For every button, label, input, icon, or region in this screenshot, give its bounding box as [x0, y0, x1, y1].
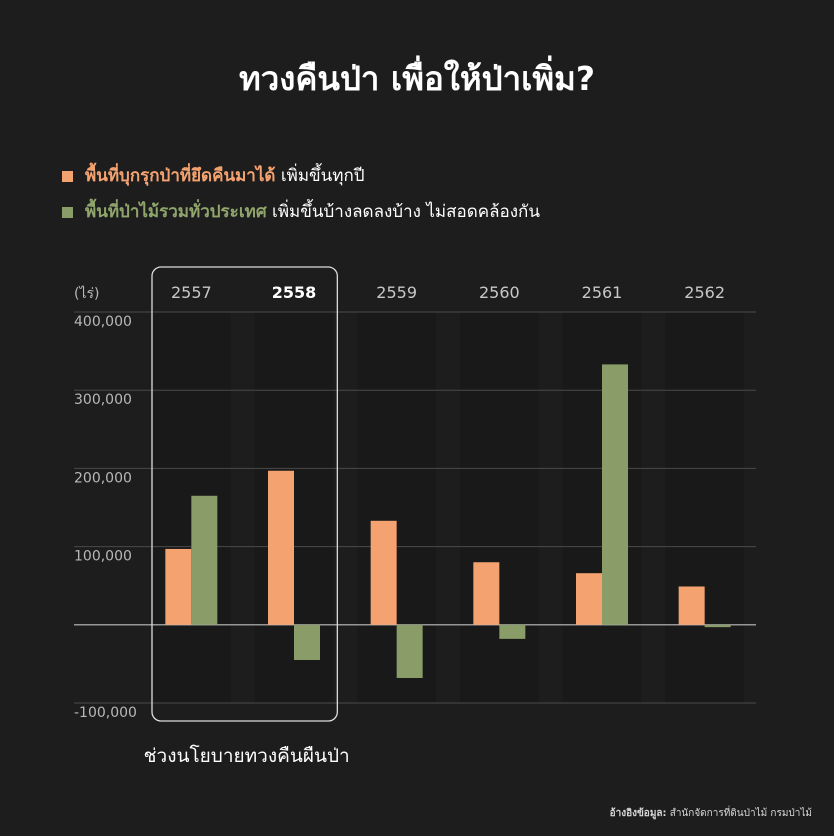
- bar-forest: [499, 624, 526, 639]
- bar-forest: [602, 364, 628, 625]
- legend-item-forest: พื้นที่ป่าไม้รวมทั่วประเทศ เพิ่มขึ้นบ้าง…: [62, 198, 540, 225]
- legend-swatch-reclaimed: [62, 170, 73, 182]
- source-label: อ้างอิงข้อมูล:: [609, 808, 667, 819]
- legend-label-reclaimed: พื้นที่บุกรุกป่าที่ยึดคืนมาได้: [85, 166, 276, 186]
- bar-forest: [704, 624, 731, 628]
- y-tick-label: 100,000: [74, 549, 132, 565]
- highlight-box: [151, 266, 338, 722]
- bar-reclaimed: [473, 562, 500, 625]
- bar-reclaimed: [268, 470, 294, 625]
- y-tick-label: -100,000: [74, 705, 137, 721]
- highlight-label: ช่วงนโยบายทวงคืนผืนป่า: [144, 744, 350, 767]
- legend-item-reclaimed: พื้นที่บุกรุกป่าที่ยึดคืนมาได้ เพิ่มขึ้น…: [62, 162, 365, 189]
- bar-forest: [396, 624, 423, 678]
- column-band: [460, 312, 539, 703]
- bar-reclaimed: [678, 586, 705, 625]
- legend-swatch-forest: [62, 206, 73, 218]
- bar-reclaimed: [576, 573, 602, 625]
- chart-title: ทวงคืนป่า เพื่อให้ป่าเพิ่ม?: [238, 59, 596, 98]
- legend-label-forest: พื้นที่ป่าไม้รวมทั่วประเทศ: [85, 202, 267, 222]
- legend-desc-forest: เพิ่มขึ้นบ้างลดลงบ้าง ไม่สอดคล้องกัน: [266, 202, 540, 222]
- x-tick-label: 2558: [272, 283, 317, 302]
- source-text: สำนักจัดการที่ดินป่าไม้ กรมป่าไม้: [666, 808, 812, 819]
- legend-desc-reclaimed: เพิ่มขึ้นทุกปี: [275, 166, 365, 186]
- x-tick-label: 2561: [582, 283, 623, 302]
- bar-reclaimed: [165, 548, 192, 625]
- unit-label: (ไร่): [74, 285, 99, 302]
- bar-reclaimed: [370, 520, 397, 625]
- x-tick-label: 2562: [684, 283, 725, 302]
- x-tick-label: 2560: [479, 283, 520, 302]
- column-band: [665, 312, 744, 703]
- bar-forest: [191, 495, 218, 625]
- bar-forest: [294, 624, 320, 660]
- y-tick-label: 300,000: [74, 392, 132, 408]
- source-note: อ้างอิงข้อมูล: สำนักจัดการที่ดินป่าไม้ ก…: [610, 806, 812, 821]
- x-tick-label: 2557: [171, 283, 212, 302]
- y-tick-label: 200,000: [74, 470, 132, 486]
- y-tick-label: 400,000: [74, 314, 132, 330]
- x-tick-label: 2559: [376, 283, 417, 302]
